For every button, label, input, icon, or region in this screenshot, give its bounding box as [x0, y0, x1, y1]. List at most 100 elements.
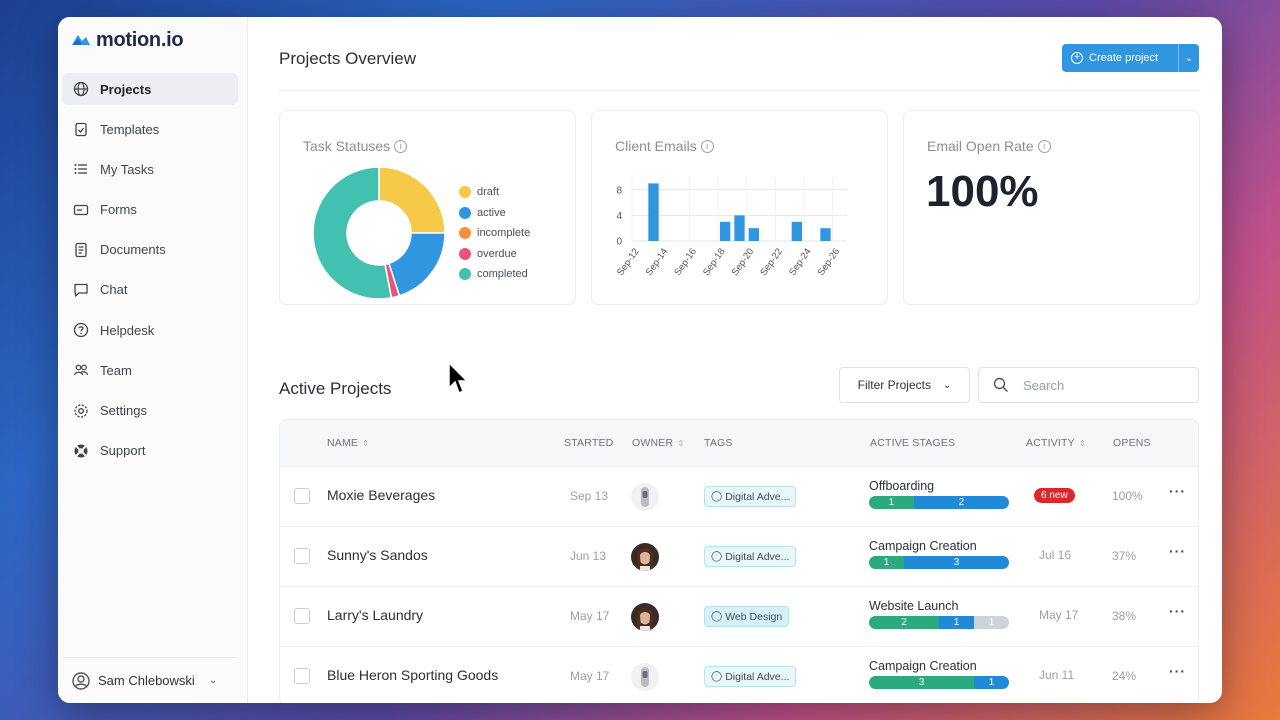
row-checkbox[interactable] [294, 488, 310, 504]
col-started-header[interactable]: STARTED [564, 437, 613, 449]
sidebar-item-helpdesk[interactable]: Helpdesk [62, 314, 238, 346]
sidebar-item-team[interactable]: Team [62, 354, 238, 386]
table-row[interactable]: Larry's Laundry May 17 ◯ Web Design Webs… [280, 586, 1198, 646]
project-tag[interactable]: ◯ Web Design [704, 606, 790, 627]
col-activity-label: ACTIVITY [1026, 437, 1075, 449]
bar-Sep-25[interactable] [820, 228, 831, 241]
create-project-label: Create project [1089, 52, 1159, 64]
tag-label: Digital Adve... [725, 550, 790, 563]
info-icon[interactable]: i [700, 139, 714, 153]
activity-cell: Jun 11 [1039, 668, 1074, 682]
avatar[interactable] [631, 483, 659, 511]
y-tick-label: 8 [616, 185, 622, 196]
stage-segment: 1 [869, 556, 904, 569]
legend-item[interactable]: completed [459, 264, 530, 285]
activity-badge[interactable]: 6 new [1034, 488, 1075, 503]
more-options-icon[interactable]: ··· [1169, 603, 1186, 619]
sidebar-item-support[interactable]: Support [62, 435, 238, 467]
sidebar-item-chat[interactable]: Chat [62, 274, 238, 306]
stage-name: Campaign Creation [869, 539, 977, 553]
info-icon[interactable]: i [1037, 139, 1051, 153]
logo[interactable]: motion.io [70, 29, 184, 52]
avatar[interactable] [631, 543, 659, 571]
row-checkbox[interactable] [294, 548, 310, 564]
info-icon[interactable]: i [394, 139, 408, 153]
col-name-header[interactable]: NAME ⇕ [327, 437, 369, 449]
legend-item[interactable]: draft [459, 182, 530, 203]
tag-icon: ◯ [711, 611, 723, 622]
col-opens-header: OPENS [1113, 437, 1151, 449]
table-row[interactable]: Blue Heron Sporting Goods May 17 ◯ Digit… [280, 646, 1198, 703]
project-name[interactable]: Larry's Laundry [327, 607, 424, 623]
opens-value: 38% [1112, 609, 1137, 623]
x-tick-label: Sep-18 [701, 246, 728, 277]
table-row[interactable]: Moxie Beverages Sep 13 ◯ Digital Adve...… [280, 466, 1198, 526]
create-project-button[interactable]: + Create project ⌄ [1062, 44, 1199, 72]
donut-slice-completed[interactable] [312, 166, 393, 300]
sidebar-item-projects[interactable]: Projects [62, 73, 238, 105]
chevron-down-icon[interactable]: ⌄ [1184, 52, 1194, 64]
search-box[interactable] [978, 367, 1199, 403]
row-checkbox[interactable] [294, 608, 310, 624]
legend-dot [459, 247, 471, 260]
create-project-main[interactable]: + Create project [1062, 44, 1179, 72]
legend-item[interactable]: incomplete [459, 223, 530, 244]
project-name[interactable]: Blue Heron Sporting Goods [327, 667, 499, 683]
project-tag[interactable]: ◯ Digital Adve... [704, 486, 797, 507]
email-open-rate-value: 100% [926, 167, 1039, 216]
col-stages-label: ACTIVE STAGES [870, 437, 956, 449]
col-opens-label: OPENS [1113, 437, 1151, 449]
user-menu[interactable]: Sam Chlebowski ⌄ [62, 657, 238, 703]
bar-Sep-13[interactable] [648, 183, 659, 241]
stage-name: Website Launch [869, 599, 959, 613]
project-name[interactable]: Moxie Beverages [327, 487, 436, 503]
legend-item[interactable]: active [459, 203, 530, 224]
row-checkbox[interactable] [294, 668, 310, 684]
sidebar-item-settings[interactable]: Settings [62, 395, 238, 427]
form-icon [72, 201, 90, 219]
sidebar-item-templates[interactable]: Templates [62, 113, 238, 145]
help-icon [72, 321, 90, 339]
legend-dot [459, 206, 471, 219]
table-header: NAME ⇕ STARTED OWNER ⇕ TAGS ACTIVE STAGES … [280, 420, 1198, 466]
x-tick-label: Sep-14 [644, 246, 671, 277]
avatar[interactable] [631, 663, 659, 691]
bar-Sep-18[interactable] [720, 221, 731, 241]
legend-item[interactable]: overdue [459, 244, 530, 265]
filter-projects-button[interactable]: Filter Projects ⌄ [839, 367, 970, 403]
owner-avatar-cell [631, 663, 659, 691]
sidebar-item-forms[interactable]: Forms [62, 194, 238, 226]
more-options-icon[interactable]: ··· [1169, 483, 1186, 499]
project-name[interactable]: Sunny's Sandos [327, 547, 428, 563]
clipboard-icon [72, 120, 90, 138]
project-tag[interactable]: ◯ Digital Adve... [704, 666, 797, 687]
donut-slice-active[interactable] [387, 232, 446, 297]
tag-icon: ◯ [711, 671, 723, 682]
donut-slice-draft[interactable] [378, 166, 446, 234]
bar-Sep-20[interactable] [748, 228, 759, 241]
col-owner-header[interactable]: OWNER ⇕ [632, 437, 684, 449]
app-window: motion.io Projects Templates My Tasks Forms… [58, 17, 1222, 703]
more-options-icon[interactable]: ··· [1169, 663, 1186, 679]
search-input[interactable] [1023, 377, 1183, 393]
tag-cell: ◯ Digital Adve... [704, 486, 797, 507]
bar-Sep-23[interactable] [791, 221, 802, 241]
avatar[interactable] [631, 603, 659, 631]
tag-label: Web Design [725, 610, 783, 623]
project-tag[interactable]: ◯ Digital Adve... [704, 546, 797, 567]
tag-label: Digital Adve... [725, 490, 790, 503]
sidebar-item-my-tasks[interactable]: My Tasks [62, 153, 238, 185]
table-row[interactable]: Sunny's Sandos Jun 13 ◯ Digital Adve... … [280, 526, 1198, 586]
tag-cell: ◯ Digital Adve... [704, 666, 797, 687]
bar-Sep-19[interactable] [734, 215, 745, 241]
col-tags-label: TAGS [704, 437, 733, 449]
col-activity-header[interactable]: ACTIVITY ⇕ [1026, 437, 1086, 449]
sidebar-item-documents[interactable]: Documents [62, 234, 238, 266]
opens-value: 100% [1112, 489, 1143, 503]
more-options-icon[interactable]: ··· [1169, 543, 1186, 559]
